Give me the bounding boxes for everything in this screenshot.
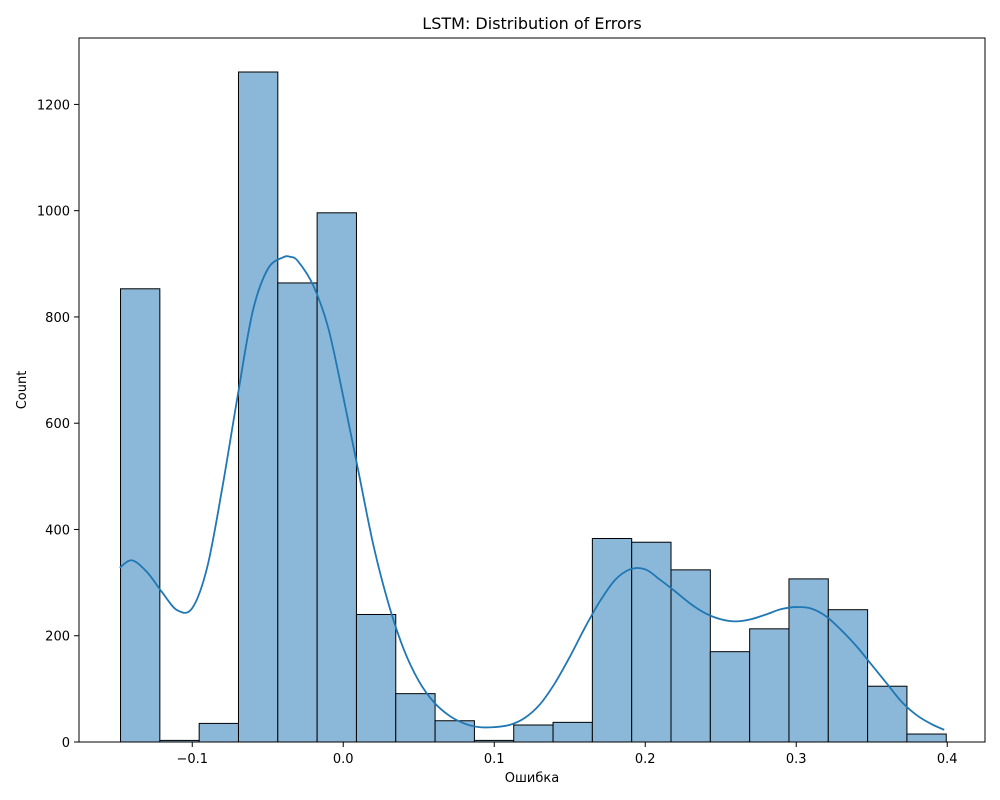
histogram-bar — [434, 720, 475, 743]
histogram-bar — [670, 569, 711, 743]
histogram-bar — [906, 733, 947, 743]
x-tick-label: 0.2 — [635, 752, 656, 767]
x-tick-label: 0.0 — [333, 752, 354, 767]
x-axis-label: Ошибка — [505, 771, 559, 786]
y-tick-label: 1200 — [37, 98, 70, 113]
chart-title: LSTM: Distribution of Errors — [422, 14, 641, 33]
y-tick-label: 400 — [45, 523, 70, 538]
y-tick-label: 1000 — [37, 205, 70, 220]
x-tick-label: 0.3 — [786, 752, 807, 767]
histogram-bar — [552, 721, 593, 743]
histogram-bar — [749, 628, 790, 743]
histogram-bar — [277, 282, 318, 743]
y-tick-label: 200 — [45, 630, 70, 645]
histogram-bar — [513, 724, 554, 743]
kde-curve — [119, 255, 945, 731]
y-axis-ticks: 0 200 400 600 800 1000 1200 — [37, 98, 79, 751]
y-axis-label: Count — [15, 371, 30, 410]
plot-frame — [78, 37, 986, 743]
histogram-bar — [867, 685, 908, 743]
histogram-bar — [198, 722, 239, 743]
histogram-bar — [591, 538, 633, 743]
histogram-bar — [395, 693, 436, 743]
histogram-bars — [120, 71, 947, 743]
y-tick-label: 800 — [45, 311, 70, 326]
x-tick-label: 0.1 — [484, 752, 505, 767]
y-tick-label: 0 — [62, 736, 70, 751]
histogram-bar — [316, 212, 357, 743]
histogram-bar — [788, 578, 829, 743]
histogram-bar — [120, 288, 161, 743]
histogram-bar — [237, 71, 279, 743]
histogram-bar — [827, 609, 869, 743]
x-tick-label: 0.4 — [937, 752, 958, 767]
x-axis-ticks: −0.1 0.0 0.1 0.2 0.3 0.4 — [176, 742, 958, 767]
histogram-bar — [631, 541, 672, 743]
x-tick-label: −0.1 — [176, 752, 208, 767]
histogram-bar — [709, 651, 751, 743]
y-tick-label: 600 — [45, 417, 70, 432]
histogram-bar — [355, 613, 397, 743]
